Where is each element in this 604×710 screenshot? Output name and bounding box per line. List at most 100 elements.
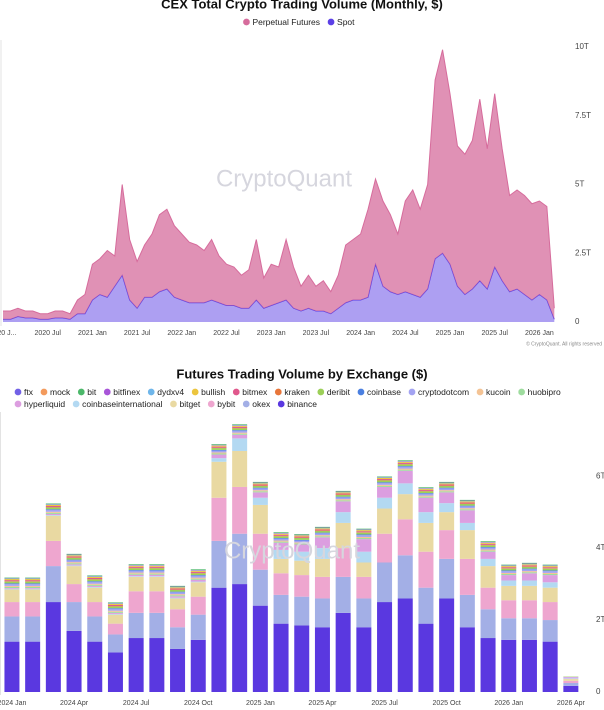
x-tick-label: 2021 Jul — [124, 330, 151, 337]
legend-marker — [232, 388, 241, 396]
bar-segment — [521, 562, 537, 564]
bar-segment — [190, 570, 206, 572]
x-tick-label: 2024 Jul — [123, 700, 150, 707]
bar-segment — [4, 616, 20, 642]
bar-segment — [459, 594, 475, 628]
legend-marker — [242, 400, 251, 408]
bar-segment — [480, 566, 496, 588]
legend-item: deribit — [316, 387, 351, 397]
bar-segment — [211, 448, 227, 450]
bar-segment — [397, 462, 413, 464]
legend-marker — [103, 388, 112, 396]
bar-segment — [170, 627, 186, 649]
legend-marker — [40, 388, 48, 396]
bar-segment — [273, 549, 289, 559]
legend-marker — [242, 18, 251, 26]
bar-segment — [128, 612, 144, 639]
bar-segment — [4, 588, 20, 589]
bar-segment — [107, 614, 123, 624]
bar-segment — [149, 570, 165, 571]
y-tick-label: 6T — [596, 471, 604, 480]
bar-segment — [25, 586, 41, 589]
bar-segment — [25, 589, 41, 603]
bar-segment — [273, 538, 289, 539]
bar-segment — [314, 529, 330, 531]
legend-label: okex — [252, 399, 271, 409]
bar-segment — [87, 587, 103, 603]
legend-marker — [77, 388, 86, 396]
bar-segment — [439, 483, 455, 485]
bar-segment — [459, 510, 475, 523]
bar-segment — [273, 536, 289, 539]
bar-segment — [45, 506, 61, 508]
bar-segment — [4, 584, 20, 586]
bar-segment — [521, 639, 537, 692]
bar-segment — [335, 493, 351, 495]
x-tick-label: 2025 Apr — [308, 700, 337, 707]
bar-segment — [107, 603, 123, 605]
bar-segment — [25, 641, 41, 692]
bar-segment — [377, 479, 393, 481]
bar-segment — [542, 641, 558, 692]
bar-segment — [501, 566, 517, 568]
bar-segment — [273, 542, 289, 550]
legend: Perpetual Futures Spot — [242, 17, 355, 27]
bar-segment — [501, 618, 517, 640]
x-tick-label: 2021 Jan — [78, 330, 107, 337]
bar-segment — [542, 582, 558, 588]
bar-segment — [521, 572, 537, 574]
x-tick-label: 2026 Jan — [494, 700, 523, 707]
bar-segment — [107, 602, 123, 604]
bar-segment — [128, 570, 144, 573]
bar-segment — [25, 588, 41, 590]
bar-segment — [87, 586, 103, 588]
bar-segment — [563, 677, 579, 679]
bar-segment — [480, 541, 496, 542]
bar-segment — [170, 589, 186, 592]
bar-segment — [128, 574, 144, 577]
y-tick-label: 0 — [596, 687, 601, 696]
bar-segment — [232, 433, 248, 435]
bar-segment — [377, 482, 393, 483]
legend-item: okex — [242, 399, 271, 409]
bar-segment — [501, 572, 517, 575]
bar-segment — [521, 566, 537, 569]
x-tick-label: 2025 Jan — [436, 330, 465, 337]
bar-segment — [128, 573, 144, 575]
bar-segment — [45, 512, 61, 514]
bar-segment — [149, 638, 165, 692]
bar-segment — [128, 564, 144, 566]
bar-segment — [314, 530, 330, 533]
bar-segment — [107, 606, 123, 609]
bar-segment — [25, 580, 41, 582]
bar-segment — [521, 618, 537, 640]
bar-segment — [542, 572, 558, 575]
bar-segment — [128, 568, 144, 571]
legend-label: bitmex — [242, 387, 268, 397]
bar-segment — [232, 424, 248, 426]
legend-item: bitget — [169, 399, 201, 409]
bar-segment — [4, 586, 20, 589]
legend-marker — [476, 388, 484, 396]
legend-item: Perpetual Futures — [242, 17, 320, 27]
bar-segment — [377, 562, 393, 603]
bar-segment — [107, 611, 123, 613]
bar-segment — [232, 425, 248, 427]
bar-segment — [232, 450, 248, 487]
bar-segment — [356, 536, 372, 539]
legend-label: ftx — [24, 387, 34, 397]
bar-segment — [128, 565, 144, 567]
bar-segment — [4, 583, 20, 585]
bar-segment — [170, 585, 186, 587]
bar-segment — [190, 569, 206, 571]
bar-segment — [87, 641, 103, 692]
bar-segment — [542, 570, 558, 572]
area — [3, 253, 555, 322]
bar-segment — [232, 438, 248, 451]
bar-segment — [480, 550, 496, 552]
bar-segment — [252, 483, 268, 485]
bar-segment — [294, 542, 310, 544]
bar-segment — [480, 542, 496, 544]
bar-segment — [170, 594, 186, 596]
x-tick-label: 2022 Jul — [213, 330, 240, 337]
